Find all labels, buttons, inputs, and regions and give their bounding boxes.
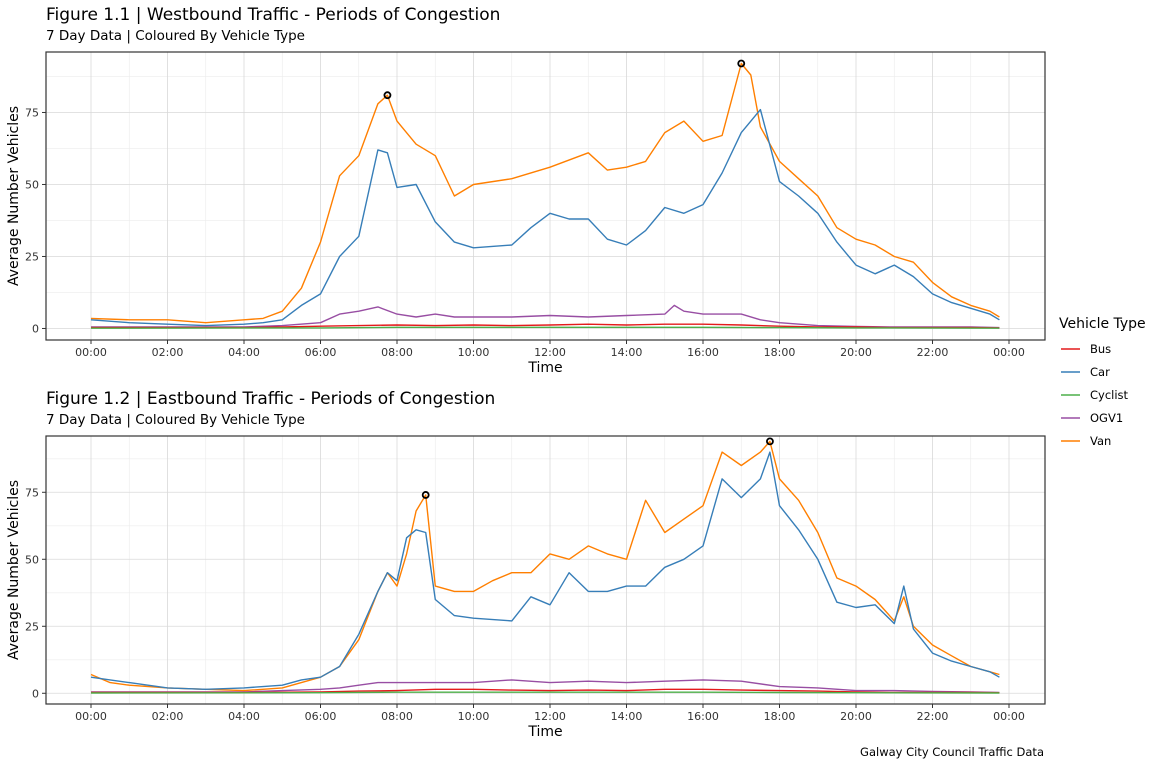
x-tick-label: 02:00	[152, 346, 184, 359]
series-line-car	[90, 451, 1000, 690]
x-tick-label: 20:00	[840, 346, 872, 359]
x-tick-label: 18:00	[764, 710, 796, 723]
chart-title: Figure 1.2 | Eastbound Traffic - Periods…	[46, 389, 495, 409]
x-tick-label: 14:00	[611, 710, 643, 723]
x-tick-label: 04:00	[228, 346, 260, 359]
panel-border	[45, 435, 1046, 705]
series-line-cyclist	[90, 326, 1000, 329]
chart-title: Figure 1.1 | Westbound Traffic - Periods…	[46, 5, 500, 25]
series-line-ogv1	[91, 679, 1000, 694]
y-tick-label: 50	[25, 178, 39, 191]
x-tick-label: 06:00	[305, 710, 337, 723]
legend-label-ogv1: OGV1	[1090, 411, 1123, 425]
x-tick-label: 12:00	[534, 710, 566, 723]
peak-marker	[737, 59, 746, 68]
x-tick-label: 08:00	[381, 710, 413, 723]
series-line-van	[90, 440, 1000, 692]
caption: Galway City Council Traffic Data	[860, 745, 1044, 759]
x-tick-label: 22:00	[917, 346, 949, 359]
series-line-ogv1	[91, 304, 1000, 329]
x-tick-label: 10:00	[458, 346, 490, 359]
peak-marker	[383, 91, 392, 100]
y-tick-label: 75	[25, 486, 39, 499]
legend-title: Vehicle Type	[1059, 316, 1146, 332]
chart-subtitle: 7 Day Data | Coloured By Vehicle Type	[46, 412, 305, 428]
x-tick-label: 00:00	[993, 710, 1025, 723]
x-tick-label: 02:00	[152, 710, 184, 723]
x-tick-label: 10:00	[458, 710, 490, 723]
x-axis-title: Time	[527, 360, 562, 376]
x-tick-label: 08:00	[381, 346, 413, 359]
peak-marker	[421, 491, 430, 499]
y-axis-title: Average Number Vehicles	[6, 480, 22, 660]
series-line-van	[90, 62, 1000, 324]
series-line-cyclist	[90, 691, 1000, 694]
x-tick-label: 00:00	[993, 346, 1025, 359]
legend-label-van: Van	[1090, 434, 1111, 448]
panel-border	[45, 51, 1046, 341]
x-tick-label: 22:00	[917, 710, 949, 723]
x-tick-label: 00:00	[75, 710, 107, 723]
x-tick-label: 00:00	[75, 346, 107, 359]
x-tick-label: 16:00	[687, 710, 719, 723]
y-tick-label: 25	[25, 250, 39, 263]
x-tick-label: 06:00	[305, 346, 337, 359]
westbound-panel: Figure 1.1 | Westbound Traffic - Periods…	[6, 5, 1046, 376]
x-tick-label: 20:00	[840, 710, 872, 723]
x-tick-label: 18:00	[764, 346, 796, 359]
eastbound-panel: Figure 1.2 | Eastbound Traffic - Periods…	[6, 389, 1046, 740]
peak-marker	[766, 437, 774, 446]
legend-label-bus: Bus	[1090, 342, 1111, 356]
y-tick-label: 25	[25, 620, 39, 633]
y-tick-label: 0	[32, 322, 39, 335]
y-tick-label: 50	[25, 553, 39, 566]
x-tick-label: 16:00	[687, 346, 719, 359]
x-axis-title: Time	[527, 724, 562, 740]
x-tick-label: 04:00	[228, 710, 260, 723]
x-tick-label: 14:00	[611, 346, 643, 359]
legend: Vehicle Type Bus Car Cyclist OGV1 Van	[1059, 316, 1146, 448]
y-tick-label: 75	[25, 106, 39, 119]
legend-label-cyclist: Cyclist	[1090, 388, 1129, 402]
y-axis-title: Average Number Vehicles	[6, 106, 22, 286]
chart-subtitle: 7 Day Data | Coloured By Vehicle Type	[46, 28, 305, 44]
y-tick-label: 0	[32, 687, 39, 700]
series-line-car	[90, 108, 1000, 327]
x-tick-label: 12:00	[534, 346, 566, 359]
legend-label-car: Car	[1090, 365, 1110, 379]
